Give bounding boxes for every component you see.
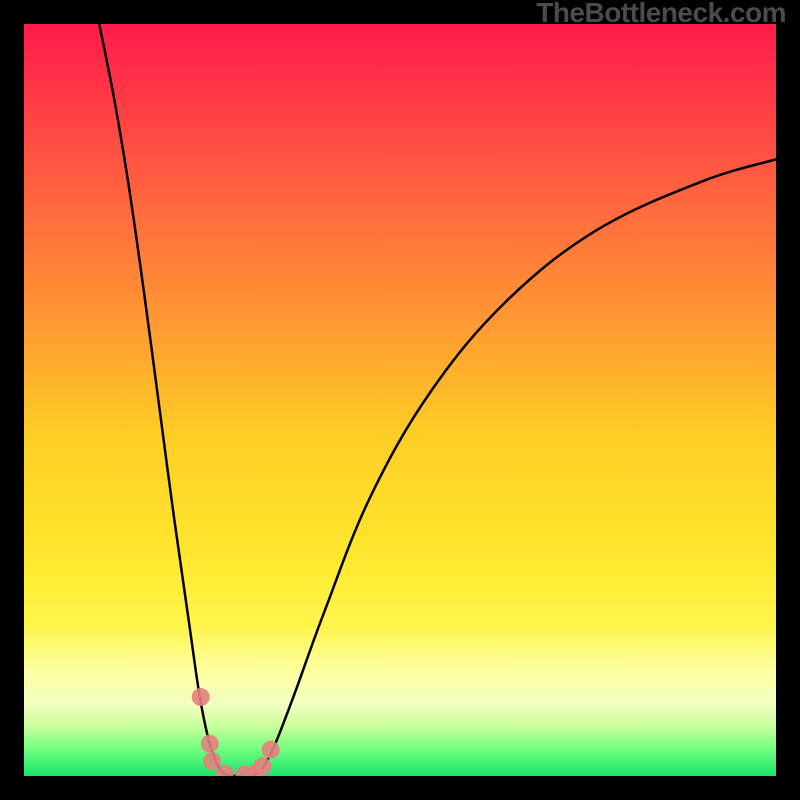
chart-root: TheBottleneck.com [0, 0, 800, 800]
watermark-text: TheBottleneck.com [536, 0, 786, 26]
data-marker [192, 688, 210, 706]
data-marker [253, 757, 271, 775]
data-marker [262, 741, 280, 759]
data-marker [203, 752, 221, 770]
data-marker [201, 735, 219, 753]
gradient-background [24, 24, 776, 776]
plot-area [24, 24, 776, 776]
plot-svg [24, 24, 776, 776]
